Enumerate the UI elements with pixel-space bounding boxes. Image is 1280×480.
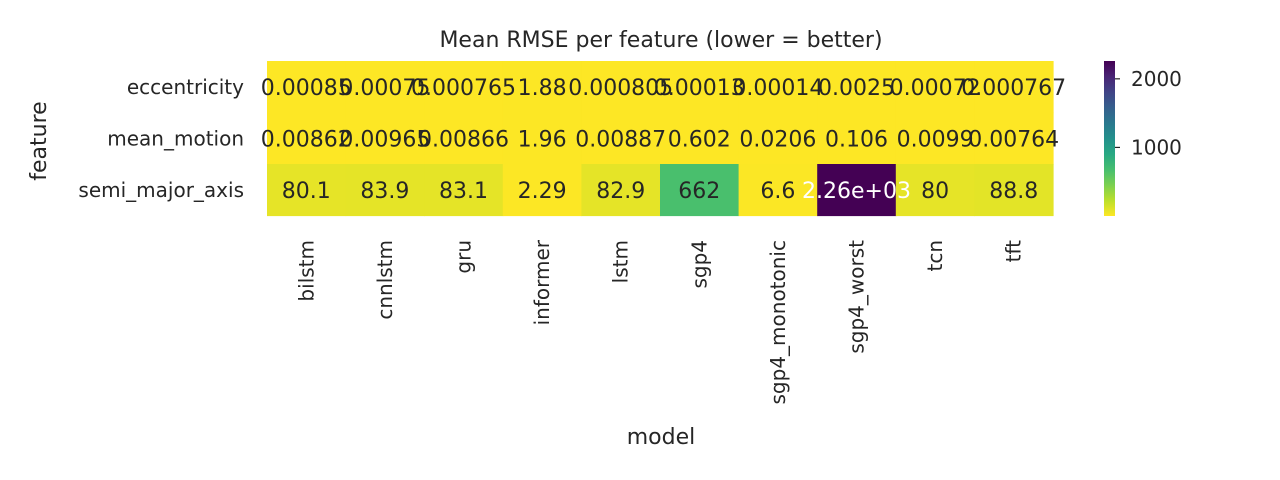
- cell-value-label: 80.1: [282, 179, 331, 204]
- cell-value-label: 662: [678, 179, 720, 204]
- heatmap-cell: [738, 112, 818, 165]
- cell-value-label: 1.96: [518, 127, 567, 152]
- y-tick-label: eccentricity: [127, 75, 244, 99]
- cell-value-label: 0.0206: [739, 127, 816, 152]
- cell-value-label: 82.9: [596, 179, 645, 204]
- cell-value-label: 2.29: [518, 179, 567, 204]
- colorbar-tick-label: 1000: [1131, 135, 1182, 159]
- heatmap-cell: [817, 61, 897, 114]
- heatmap-cell: [660, 164, 740, 217]
- cell-value-label: 0.106: [825, 127, 888, 152]
- cell-value-label: 0.00013: [654, 76, 745, 101]
- heatmap-cell: [660, 112, 740, 165]
- cell-value-label: 0.00862: [261, 127, 352, 152]
- cell-value-label: 1.88: [518, 76, 567, 101]
- cell-value-label: 88.8: [989, 179, 1038, 204]
- colorbar-ticks: 1000 2000: [1115, 67, 1182, 159]
- cell-value-label: 0.000767: [961, 76, 1066, 101]
- x-tick-label: sgp4_monotonic: [766, 240, 790, 404]
- cell-value-label: 2.26e+03: [802, 179, 911, 204]
- x-tick-label: tcn: [923, 240, 947, 272]
- x-axis-label: model: [627, 425, 696, 450]
- x-tick-label: sgp4_worst: [845, 240, 869, 354]
- cell-value-label: 0.00072: [890, 76, 981, 101]
- heatmap-cell: [424, 61, 504, 114]
- heatmap-cell: [267, 61, 347, 114]
- heatmap-cell: [738, 61, 818, 114]
- heatmap-cell: [502, 112, 582, 165]
- cell-value-label: 0.000805: [568, 76, 673, 101]
- x-tick-label: tft: [1002, 240, 1026, 263]
- y-tick-label: semi_major_axis: [78, 178, 244, 202]
- cell-value-label: 0.00014: [732, 76, 823, 101]
- cell-value-label: 0.00887: [575, 127, 666, 152]
- heatmap-cell: [660, 61, 740, 114]
- heatmap-cell: [267, 112, 347, 165]
- heatmap-cell: [345, 61, 425, 114]
- heatmap-cell: [974, 61, 1054, 114]
- heatmap-cell: [895, 61, 975, 114]
- heatmap-cell: [581, 164, 661, 217]
- cell-value-label: 0.000765: [411, 76, 516, 101]
- heatmap-cell: [974, 112, 1054, 165]
- x-tick-label: gru: [452, 240, 476, 274]
- cell-value-label: 0.602: [668, 127, 731, 152]
- cell-value-label: 0.0025: [818, 76, 895, 101]
- heatmap-cell: [895, 164, 975, 217]
- heatmap-cell: [581, 112, 661, 165]
- x-tick-labels: bilstm cnnlstm gru informer lstm sgp4 sgp4_mon…: [294, 239, 1025, 404]
- chart-title: Mean RMSE per feature (lower = better): [439, 28, 882, 53]
- colorbar-tick-label: 2000: [1131, 67, 1182, 91]
- heatmap-cell: [817, 112, 897, 165]
- cell-value-label: 0.00085: [261, 76, 352, 101]
- x-tick-label: cnnlstm: [373, 240, 397, 320]
- cell-value-label: 0.00866: [418, 127, 509, 152]
- heatmap-cell: [581, 61, 661, 114]
- y-tick-label: mean_motion: [107, 126, 244, 150]
- cell-value-label: 6.6: [760, 179, 795, 204]
- x-tick-label: lstm: [609, 240, 633, 283]
- y-tick-labels: eccentricity mean_motion semi_major_axis: [78, 75, 244, 202]
- colorbar: 1000 2000: [1104, 61, 1182, 216]
- heatmap-cell: [424, 112, 504, 165]
- heatmap-cell: [895, 112, 975, 165]
- heatmap-cell: [345, 112, 425, 165]
- heatmap-cell: [267, 164, 347, 217]
- heatmap-cell: [502, 164, 582, 217]
- x-tick-label: sgp4: [687, 240, 711, 289]
- heatmap-cell: [738, 164, 818, 217]
- cell-value-label: 80: [921, 179, 949, 204]
- cell-value-label: 0.00075: [339, 76, 430, 101]
- cell-value-label: 0.0099: [897, 127, 974, 152]
- heatmap-cell: [974, 164, 1054, 217]
- heatmap-cell: [502, 61, 582, 114]
- colorbar-gradient: [1104, 61, 1115, 216]
- heatmap-cell: [345, 164, 425, 217]
- cell-value-label: 0.00965: [339, 127, 430, 152]
- cell-value-label: 83.9: [360, 179, 409, 204]
- x-tick-label: informer: [530, 239, 554, 325]
- cell-value-label: 83.1: [439, 179, 488, 204]
- heatmap-cell: [817, 164, 897, 217]
- heatmap-cells: [267, 61, 1054, 217]
- x-tick-label: bilstm: [294, 240, 318, 302]
- heatmap-cell: [424, 164, 504, 217]
- cell-value-label: 0.00764: [968, 127, 1059, 152]
- y-axis-label: feature: [27, 101, 52, 180]
